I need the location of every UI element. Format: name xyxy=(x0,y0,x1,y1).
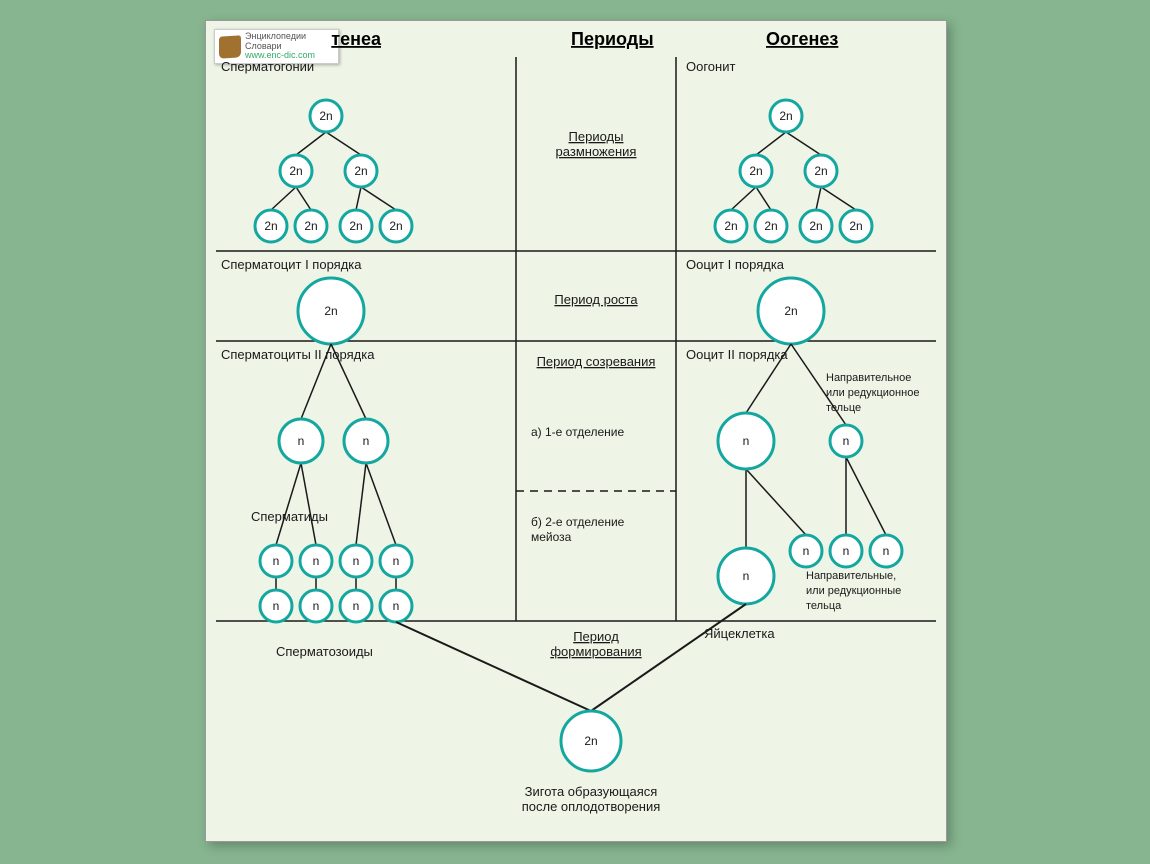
svg-text:2n: 2n xyxy=(324,304,337,318)
svg-text:n: n xyxy=(363,434,370,448)
svg-text:n: n xyxy=(803,544,810,558)
svg-text:2n: 2n xyxy=(814,164,827,178)
svg-text:n: n xyxy=(743,569,750,583)
svg-text:после оплодотворения: после оплодотворения xyxy=(522,799,661,814)
svg-text:n: n xyxy=(313,599,320,613)
svg-text:или редукционные: или редукционные xyxy=(806,585,901,597)
svg-text:тенеа: тенеа xyxy=(331,29,382,49)
svg-text:размножения: размножения xyxy=(556,144,637,159)
svg-text:2n: 2n xyxy=(319,109,332,123)
svg-text:n: n xyxy=(393,599,400,613)
svg-text:тельце: тельце xyxy=(826,402,861,414)
svg-text:Яйцеклетка: Яйцеклетка xyxy=(704,626,775,641)
svg-text:n: n xyxy=(313,554,320,568)
svg-text:2n: 2n xyxy=(809,219,822,233)
svg-text:2n: 2n xyxy=(304,219,317,233)
svg-text:Ооцит I порядка: Ооцит I порядка xyxy=(686,257,785,272)
svg-text:Направительные,: Направительные, xyxy=(806,570,896,582)
svg-text:Направительное: Направительное xyxy=(826,372,911,384)
svg-text:Оогенез: Оогенез xyxy=(766,29,838,49)
svg-text:n: n xyxy=(298,434,305,448)
svg-text:Период: Период xyxy=(573,629,619,644)
svg-text:2n: 2n xyxy=(784,304,797,318)
svg-text:Период роста: Период роста xyxy=(554,292,638,307)
diagram-panel: Энциклопедии Словари www.enc-dic.com тен… xyxy=(205,20,947,842)
svg-text:Периоды: Периоды xyxy=(569,129,624,144)
svg-text:б) 2-е отделение: б) 2-е отделение xyxy=(531,515,625,529)
svg-text:Периоды: Периоды xyxy=(571,29,654,49)
svg-text:n: n xyxy=(843,434,850,448)
svg-text:Период созревания: Период созревания xyxy=(537,354,656,369)
svg-text:2n: 2n xyxy=(389,219,402,233)
svg-text:Ооцит II порядка: Ооцит II порядка xyxy=(686,347,788,362)
svg-text:n: n xyxy=(743,434,750,448)
svg-text:2n: 2n xyxy=(264,219,277,233)
svg-text:2n: 2n xyxy=(749,164,762,178)
svg-text:n: n xyxy=(353,554,360,568)
svg-text:n: n xyxy=(273,599,280,613)
svg-text:2n: 2n xyxy=(779,109,792,123)
svg-text:n: n xyxy=(353,599,360,613)
svg-text:тельца: тельца xyxy=(806,600,842,612)
svg-text:Сперматиды: Сперматиды xyxy=(251,509,328,524)
svg-text:Сперматоцит I порядка: Сперматоцит I порядка xyxy=(221,257,362,272)
svg-text:формирования: формирования xyxy=(550,644,641,659)
svg-text:Зигота образующаяся: Зигота образующаяся xyxy=(525,784,658,799)
svg-text:2n: 2n xyxy=(354,164,367,178)
svg-text:2n: 2n xyxy=(764,219,777,233)
svg-text:Сперматогонии: Сперматогонии xyxy=(221,59,314,74)
svg-text:а) 1-е отделение: а) 1-е отделение xyxy=(531,425,624,439)
svg-text:2n: 2n xyxy=(289,164,302,178)
svg-text:2n: 2n xyxy=(349,219,362,233)
svg-text:Сперматозоиды: Сперматозоиды xyxy=(276,644,373,659)
svg-text:n: n xyxy=(273,554,280,568)
svg-text:2n: 2n xyxy=(849,219,862,233)
svg-text:2n: 2n xyxy=(584,734,597,748)
svg-text:n: n xyxy=(393,554,400,568)
svg-text:2n: 2n xyxy=(724,219,737,233)
diagram-svg: тенеа Периоды Оогенез Сперматогонии Оогонит П… xyxy=(206,21,946,841)
svg-text:n: n xyxy=(883,544,890,558)
svg-text:Оогонит: Оогонит xyxy=(686,59,735,74)
svg-text:Сперматоциты II порядка: Сперматоциты II порядка xyxy=(221,347,375,362)
svg-text:мейоза: мейоза xyxy=(531,530,572,544)
svg-text:или редукционное: или редукционное xyxy=(826,387,919,399)
svg-text:n: n xyxy=(843,544,850,558)
